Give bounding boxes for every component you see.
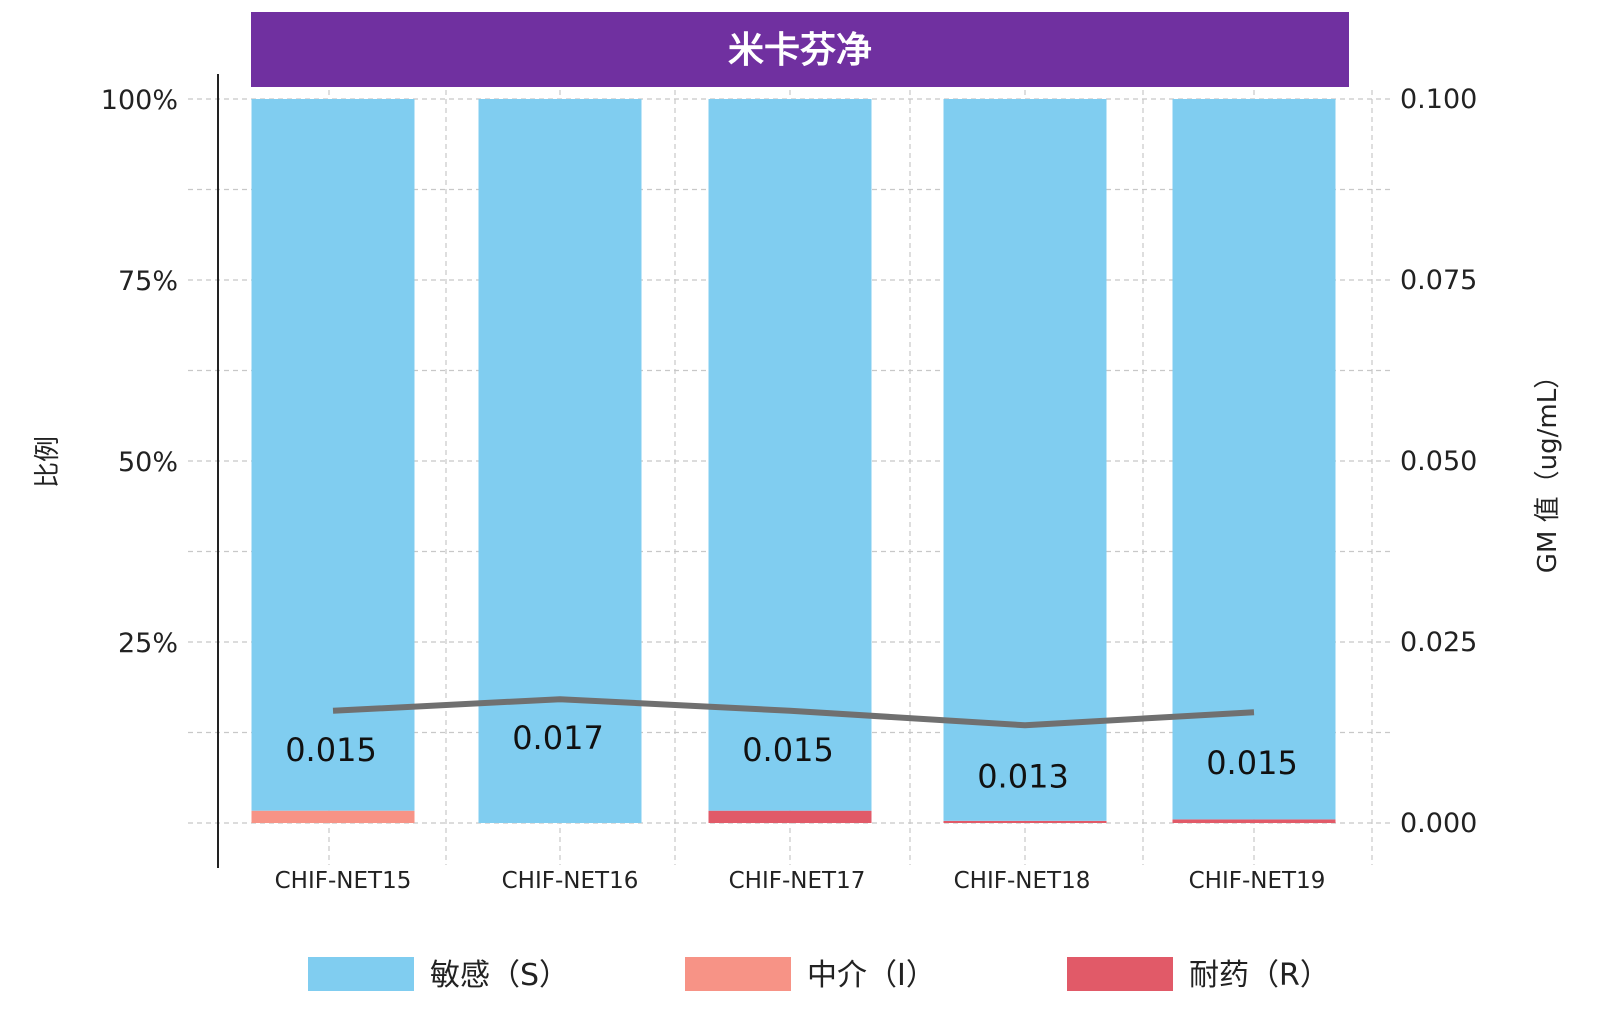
title-background	[251, 12, 1349, 87]
data-label: 0.015	[285, 731, 377, 769]
legend-item: 耐药（R）	[1067, 957, 1330, 993]
y-axis-right-title: GM 值（ug/mL）	[1533, 363, 1563, 573]
data-label: 0.015	[1206, 744, 1298, 782]
bar-s	[478, 99, 642, 823]
y-tick-right: 0.025	[1400, 627, 1477, 658]
bar-s	[943, 99, 1107, 821]
y-tick-right: 0.075	[1400, 265, 1477, 296]
x-tick-label: CHIF-NET16	[502, 868, 639, 894]
legend-item: 敏感（S）	[308, 957, 569, 993]
axes: 100% 75% 50% 25% 0.100 0.075 0.050 0.025 0.000 CH…	[101, 74, 1477, 894]
gm-line	[332, 696, 1255, 729]
x-tick-label: CHIF-NET18	[954, 868, 1091, 894]
data-label: 0.015	[742, 731, 834, 769]
legend-label: 耐药（R）	[1189, 958, 1330, 993]
legend-label: 中介（I）	[807, 958, 936, 993]
bar-r	[1172, 819, 1336, 823]
chart-title-banner: 米卡芬净	[251, 12, 1349, 87]
y-tick-left: 75%	[118, 266, 178, 297]
x-tick-label: CHIF-NET19	[1189, 868, 1326, 894]
bar-s	[1172, 99, 1336, 820]
y-tick-left: 50%	[118, 447, 178, 478]
y-tick-right: 0.050	[1400, 446, 1477, 477]
bar-s	[251, 99, 415, 811]
legend-label: 敏感（S）	[430, 958, 569, 993]
x-tick-label: CHIF-NET17	[729, 868, 866, 894]
legend: 敏感（S） 中介（I） 耐药（R）	[308, 957, 1330, 993]
bar-r	[708, 810, 872, 823]
data-label: 0.013	[977, 757, 1069, 795]
data-label: 0.017	[512, 719, 604, 757]
y-tick-right: 0.000	[1400, 808, 1477, 839]
legend-swatch	[1067, 957, 1173, 991]
bar-s	[708, 99, 872, 811]
gm-line-path	[332, 696, 1255, 729]
legend-item: 中介（I）	[685, 957, 936, 993]
bar-i	[251, 810, 415, 823]
y-tick-left: 25%	[118, 628, 178, 659]
y-tick-left: 100%	[101, 85, 178, 116]
bar-r	[943, 820, 1107, 823]
y-tick-right: 0.100	[1400, 84, 1477, 115]
legend-swatch	[308, 957, 414, 991]
legend-swatch	[685, 957, 791, 991]
x-tick-label: CHIF-NET15	[275, 868, 412, 894]
data-labels: 0.015 0.017 0.015 0.013 0.015	[285, 719, 1298, 795]
chart-title: 米卡芬净	[728, 30, 872, 71]
y-axis-left-title: 比例	[33, 436, 63, 488]
